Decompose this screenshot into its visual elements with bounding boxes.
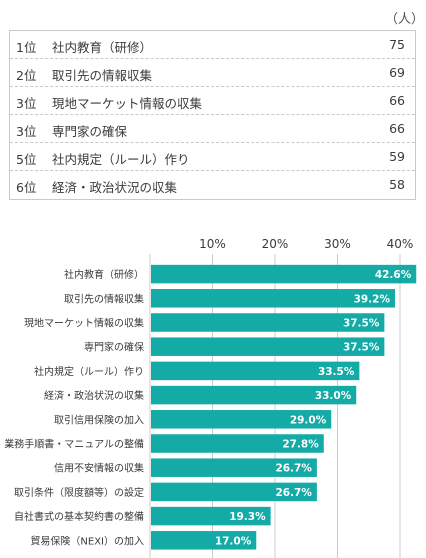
bar [151, 289, 395, 308]
data-label: 17.0% [215, 535, 252, 547]
table-row: 3位 現地マーケット情報の収集 66 [10, 87, 415, 115]
count-cell: 66 [389, 93, 405, 108]
rank-cell: 2位 [16, 68, 37, 83]
count-cell: 66 [389, 121, 405, 136]
ranking-table: 1位 社内教育（研修） 75 2位 取引先の情報収集 69 3位 現地マーケット… [9, 30, 416, 200]
table-row: 6位 経済・政治状況の収集 58 [10, 171, 415, 199]
data-label: 42.6% [375, 269, 412, 281]
category-label: 現地マーケット情報の収集 [24, 317, 144, 330]
bar [151, 264, 417, 284]
table-row: 2位 取引先の情報収集 69 [10, 59, 415, 87]
rank-cell: 3位 [16, 124, 37, 139]
item-cell: 経済・政治状況の収集 [52, 180, 178, 195]
count-cell: 75 [389, 37, 405, 52]
count-cell: 69 [389, 65, 405, 80]
bar [151, 482, 317, 502]
data-label: 27.8% [282, 439, 319, 451]
table-row: 3位 専門家の確保 66 [10, 115, 415, 143]
count-cell: 59 [389, 149, 405, 164]
rank-cell: 1位 [16, 40, 37, 55]
item-cell: 社内教育（研修） [52, 40, 153, 55]
rank-cell: 3位 [16, 96, 37, 111]
bar [151, 337, 385, 356]
category-label: 社内規定（ルール）作り [34, 365, 144, 378]
category-label: 自社書式の基本契約書の整備 [14, 510, 144, 523]
bar [151, 361, 360, 381]
bar [151, 434, 324, 453]
x-tick-label: 30% [324, 237, 351, 251]
data-label: 33.5% [318, 366, 355, 378]
category-label: 信用不安情報の収集 [54, 462, 144, 475]
item-cell: 現地マーケット情報の収集 [52, 96, 203, 111]
bar [151, 313, 385, 332]
rank-cell: 5位 [16, 152, 37, 167]
category-label: 貿易保険（NEXI）の加入 [30, 534, 144, 547]
category-label: 取引条件（限度額等）の設定 [14, 486, 144, 499]
category-label: 経済・政治状況の収集 [44, 389, 144, 402]
data-label: 33.0% [315, 390, 352, 402]
item-cell: 社内規定（ルール）作り [52, 152, 190, 167]
category-label: 専門家の確保 [84, 341, 144, 354]
category-label: 業務手順書・マニュアルの整備 [4, 438, 144, 451]
item-cell: 取引先の情報収集 [52, 68, 153, 83]
unit-label: （人） [385, 12, 425, 27]
bar [151, 385, 357, 405]
data-label: 39.2% [354, 293, 391, 305]
item-cell: 専門家の確保 [52, 124, 128, 139]
bar-chart: 10% 20% 30% 40% 社内教育（研修） 42.6% 取引先の情報収集 39.2% 現地… [4, 237, 417, 558]
data-label: 37.5% [343, 318, 380, 330]
category-label: 取引先の情報収集 [64, 292, 144, 305]
bar [151, 531, 257, 550]
data-label: 37.5% [343, 342, 380, 354]
x-tick-label: 20% [262, 237, 289, 251]
x-tick-label: 40% [387, 237, 414, 251]
table-row: 5位 社内規定（ルール）作り 59 [10, 143, 415, 171]
rank-cell: 6位 [16, 180, 37, 195]
category-label: 取引信用保険の加入 [54, 413, 144, 426]
data-label: 19.3% [229, 511, 266, 523]
category-label: 社内教育（研修） [64, 268, 144, 281]
table-row: 1位 社内教育（研修） 75 [10, 31, 415, 59]
data-label: 26.7% [275, 463, 312, 475]
data-label: 29.0% [290, 414, 327, 426]
bar [151, 410, 332, 429]
bar [151, 458, 317, 477]
bar [151, 506, 271, 526]
count-cell: 58 [389, 177, 405, 192]
data-label: 26.7% [275, 487, 312, 499]
x-tick-label: 10% [199, 237, 226, 251]
